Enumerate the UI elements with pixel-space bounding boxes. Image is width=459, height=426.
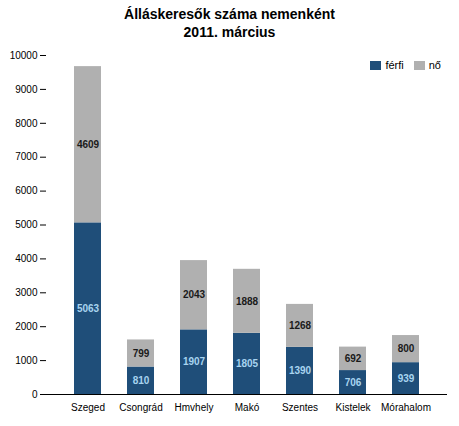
html-text:férfi: férfi [385, 59, 404, 71]
svg-text:Szeged: Szeged [71, 402, 105, 413]
svg-text:2000: 2000 [15, 321, 38, 332]
svg-text:800: 800 [398, 343, 415, 354]
svg-text:799: 799 [133, 348, 150, 359]
svg-text:939: 939 [398, 373, 415, 384]
svg-text:1907: 1907 [183, 356, 206, 367]
html-text:Álláskeresők száma nemenként 2: Álláskeresők száma nemenként 2011. márci… [124, 6, 335, 40]
svg-text:3000: 3000 [15, 287, 38, 298]
svg-text:5000: 5000 [15, 219, 38, 230]
html-text:nő: nő [428, 59, 441, 71]
svg-text:1888: 1888 [236, 296, 259, 307]
svg-text:6000: 6000 [15, 185, 38, 196]
svg-text:692: 692 [345, 353, 362, 364]
svg-text:2043: 2043 [183, 289, 206, 300]
svg-text:Mórahalom: Mórahalom [381, 402, 431, 413]
svg-text:5063: 5063 [77, 303, 100, 314]
svg-text:706: 706 [345, 377, 362, 388]
svg-text:1268: 1268 [289, 320, 312, 331]
svg-text:4609: 4609 [77, 139, 100, 150]
svg-text:8000: 8000 [15, 118, 38, 129]
svg-text:9000: 9000 [15, 84, 38, 95]
svg-text:0: 0 [32, 389, 38, 400]
svg-text:1000: 1000 [15, 355, 38, 366]
svg-text:1805: 1805 [236, 358, 259, 369]
svg-text:Csongrád: Csongrád [119, 402, 162, 413]
svg-text:10000: 10000 [10, 50, 38, 61]
svg-text:Makó: Makó [235, 402, 260, 413]
svg-text:1390: 1390 [289, 365, 312, 376]
svg-text:Szentes: Szentes [282, 402, 318, 413]
svg-text:810: 810 [133, 375, 150, 386]
svg-text:Kistelek: Kistelek [335, 402, 371, 413]
svg-text:7000: 7000 [15, 151, 38, 162]
svg-text:4000: 4000 [15, 253, 38, 264]
svg-text:Hmvhely: Hmvhely [175, 402, 214, 413]
